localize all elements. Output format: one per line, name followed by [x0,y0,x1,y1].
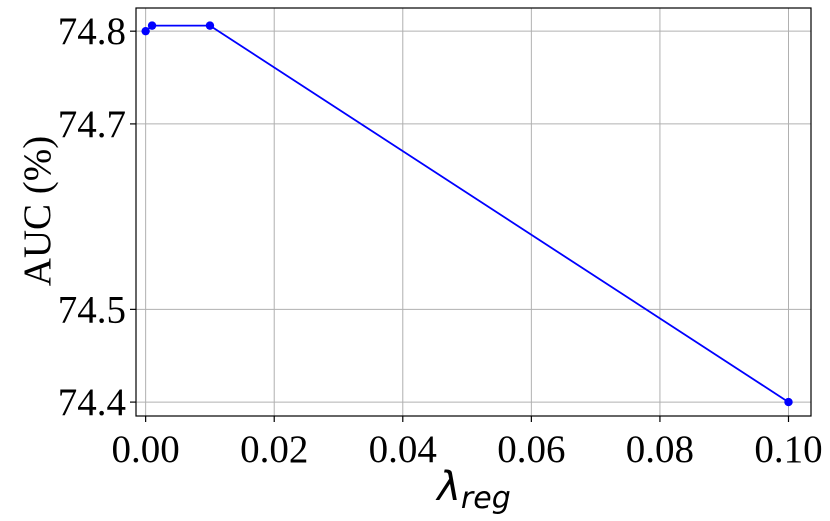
ticks-layer: 0.00 0.02 0.04 0.06 0.08 0.10 74.4 74.5 74.7 74.8 [58,10,823,471]
y-tick-label: 74.5 [58,288,126,331]
data-point [205,21,215,30]
y-tick-label: 74.8 [58,10,126,53]
x-axis-label: λreg [435,464,511,516]
x-tick-label: 0.06 [497,428,565,471]
series-layer [141,21,793,407]
y-tick-label: 74.7 [58,103,126,146]
y-axis-label: AUC (%) [16,136,59,287]
x-tick-label: 0.08 [626,428,694,471]
y-tick-label: 74.4 [58,381,126,424]
data-point [147,21,157,30]
data-point [784,397,793,407]
x-tick-label: 0.04 [369,428,437,471]
data-point [141,26,150,36]
plot-frame [135,7,812,417]
x-tick-label: 0.10 [754,428,822,471]
x-axis-label-symbol: λ [435,464,461,510]
x-tick-label: 0.00 [112,428,180,471]
series-line [145,24,789,403]
x-axis-label-subscript: reg [461,481,511,516]
x-tick-label: 0.02 [240,428,308,471]
grid-layer [136,8,811,416]
